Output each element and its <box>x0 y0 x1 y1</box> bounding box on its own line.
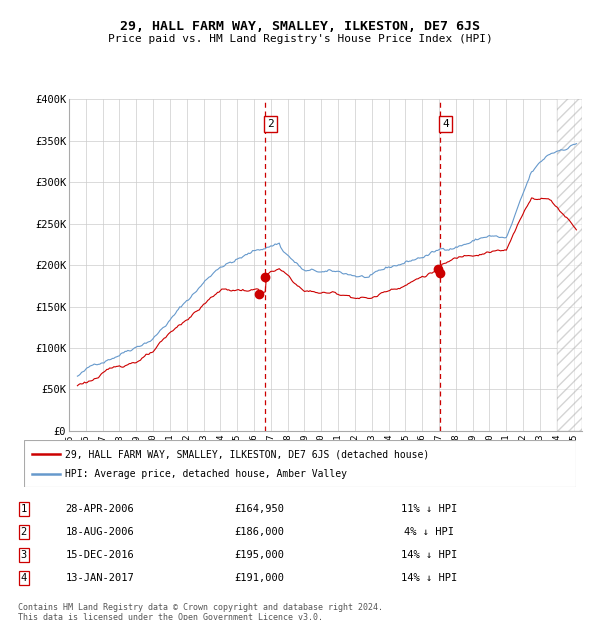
Text: 29, HALL FARM WAY, SMALLEY, ILKESTON, DE7 6JS: 29, HALL FARM WAY, SMALLEY, ILKESTON, DE… <box>120 20 480 33</box>
Text: 1: 1 <box>20 504 27 514</box>
Text: 11% ↓ HPI: 11% ↓ HPI <box>401 504 457 514</box>
Text: 13-JAN-2017: 13-JAN-2017 <box>66 574 134 583</box>
Text: 2: 2 <box>20 527 27 537</box>
Text: HPI: Average price, detached house, Amber Valley: HPI: Average price, detached house, Ambe… <box>65 469 347 479</box>
Text: 4: 4 <box>442 119 449 129</box>
Text: 2: 2 <box>267 119 274 129</box>
Text: 15-DEC-2016: 15-DEC-2016 <box>66 550 134 560</box>
Text: £164,950: £164,950 <box>234 504 284 514</box>
Text: Contains HM Land Registry data © Crown copyright and database right 2024.: Contains HM Land Registry data © Crown c… <box>18 603 383 613</box>
Text: 29, HALL FARM WAY, SMALLEY, ILKESTON, DE7 6JS (detached house): 29, HALL FARM WAY, SMALLEY, ILKESTON, DE… <box>65 449 430 459</box>
Text: £195,000: £195,000 <box>234 550 284 560</box>
Text: £191,000: £191,000 <box>234 574 284 583</box>
Text: £186,000: £186,000 <box>234 527 284 537</box>
Text: 3: 3 <box>20 550 27 560</box>
Text: 28-APR-2006: 28-APR-2006 <box>66 504 134 514</box>
Text: Price paid vs. HM Land Registry's House Price Index (HPI): Price paid vs. HM Land Registry's House … <box>107 34 493 44</box>
Text: 4: 4 <box>20 574 27 583</box>
Text: 14% ↓ HPI: 14% ↓ HPI <box>401 574 457 583</box>
Text: This data is licensed under the Open Government Licence v3.0.: This data is licensed under the Open Gov… <box>18 613 323 620</box>
FancyBboxPatch shape <box>24 440 576 487</box>
Text: 4% ↓ HPI: 4% ↓ HPI <box>404 527 454 537</box>
Text: 18-AUG-2006: 18-AUG-2006 <box>66 527 134 537</box>
Text: 14% ↓ HPI: 14% ↓ HPI <box>401 550 457 560</box>
